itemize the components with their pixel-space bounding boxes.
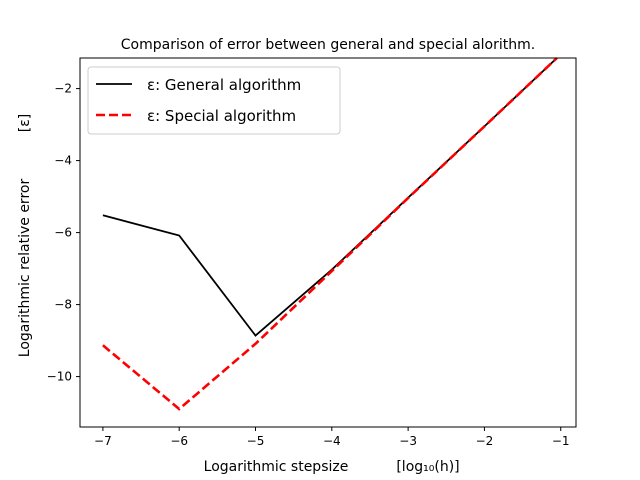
x-tick-label: −5 [247, 434, 265, 448]
y-axis-label: Logarithmic relative error [17, 179, 33, 358]
y-tick-label: −8 [54, 298, 72, 312]
x-axis: −7 −6 −5 −4 −3 −2 −1 [94, 427, 570, 448]
x-tick-label: −7 [94, 434, 112, 448]
x-tick-label: −4 [323, 434, 341, 448]
chart-title: Comparison of error between general and … [121, 37, 535, 53]
y-axis: −10 −8 −6 −4 −2 [47, 82, 80, 384]
x-tick-label: −3 [399, 434, 417, 448]
y-axis-unit: [ε] [17, 114, 33, 133]
axes-frame [79, 57, 577, 428]
y-tick-label: −4 [54, 154, 72, 168]
x-axis-label: Logarithmic stepsize [204, 459, 349, 475]
x-tick-label: −2 [476, 434, 494, 448]
y-tick-label: −2 [54, 82, 72, 96]
x-axis-unit: [log₁₀(h)] [396, 459, 459, 475]
legend: ε: General algorithm ε: Special algorith… [87, 66, 341, 135]
legend-label-special: ε: Special algorithm [147, 107, 296, 125]
x-tick-label: −6 [170, 434, 188, 448]
legend-label-general: ε: General algorithm [147, 76, 301, 94]
series-line-special [102, 57, 558, 411]
y-tick-label: −10 [47, 370, 72, 384]
legend-box [87, 66, 341, 135]
plot-area [102, 57, 558, 411]
y-tick-label: −6 [54, 226, 72, 240]
x-tick-label: −1 [552, 434, 570, 448]
